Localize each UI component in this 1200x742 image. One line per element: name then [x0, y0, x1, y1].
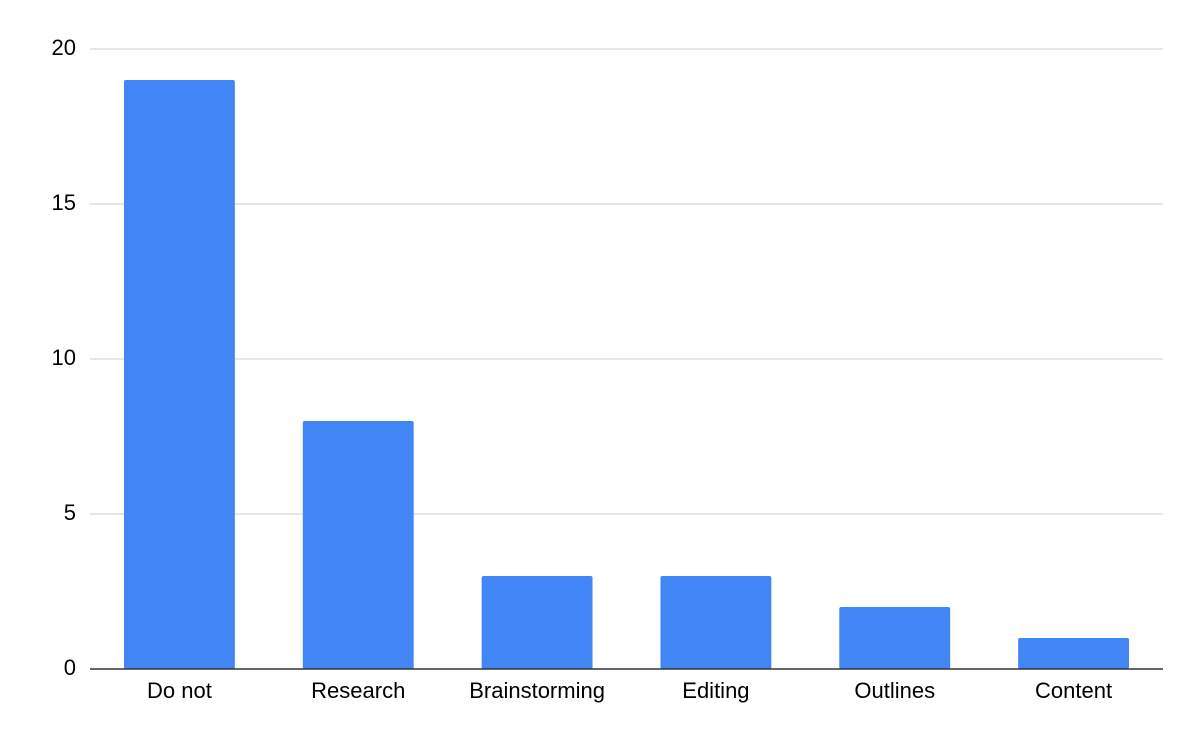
bar: [839, 607, 951, 669]
x-tick-label: Do not: [147, 678, 212, 703]
bar: [481, 576, 593, 669]
bar: [660, 576, 772, 669]
y-tick-label: 20: [52, 35, 76, 60]
bar: [123, 80, 235, 669]
x-tick-label: Brainstorming: [469, 678, 605, 703]
x-tick-label: Outlines: [854, 678, 935, 703]
bar: [302, 421, 414, 669]
bar: [1018, 638, 1130, 669]
x-tick-label: Editing: [682, 678, 749, 703]
x-tick-label: Content: [1035, 678, 1112, 703]
y-tick-label: 5: [64, 500, 76, 525]
y-tick-label: 0: [64, 655, 76, 680]
x-tick-label: Research: [311, 678, 405, 703]
y-tick-label: 15: [52, 190, 76, 215]
y-tick-label: 10: [52, 345, 76, 370]
